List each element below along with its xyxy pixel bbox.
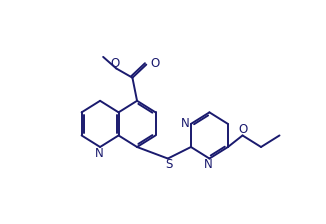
Text: O: O [110,57,119,70]
Text: N: N [95,147,104,160]
Text: N: N [204,158,213,171]
Text: O: O [238,123,247,136]
Text: O: O [150,57,159,70]
Text: N: N [181,117,190,130]
Text: S: S [166,158,173,171]
